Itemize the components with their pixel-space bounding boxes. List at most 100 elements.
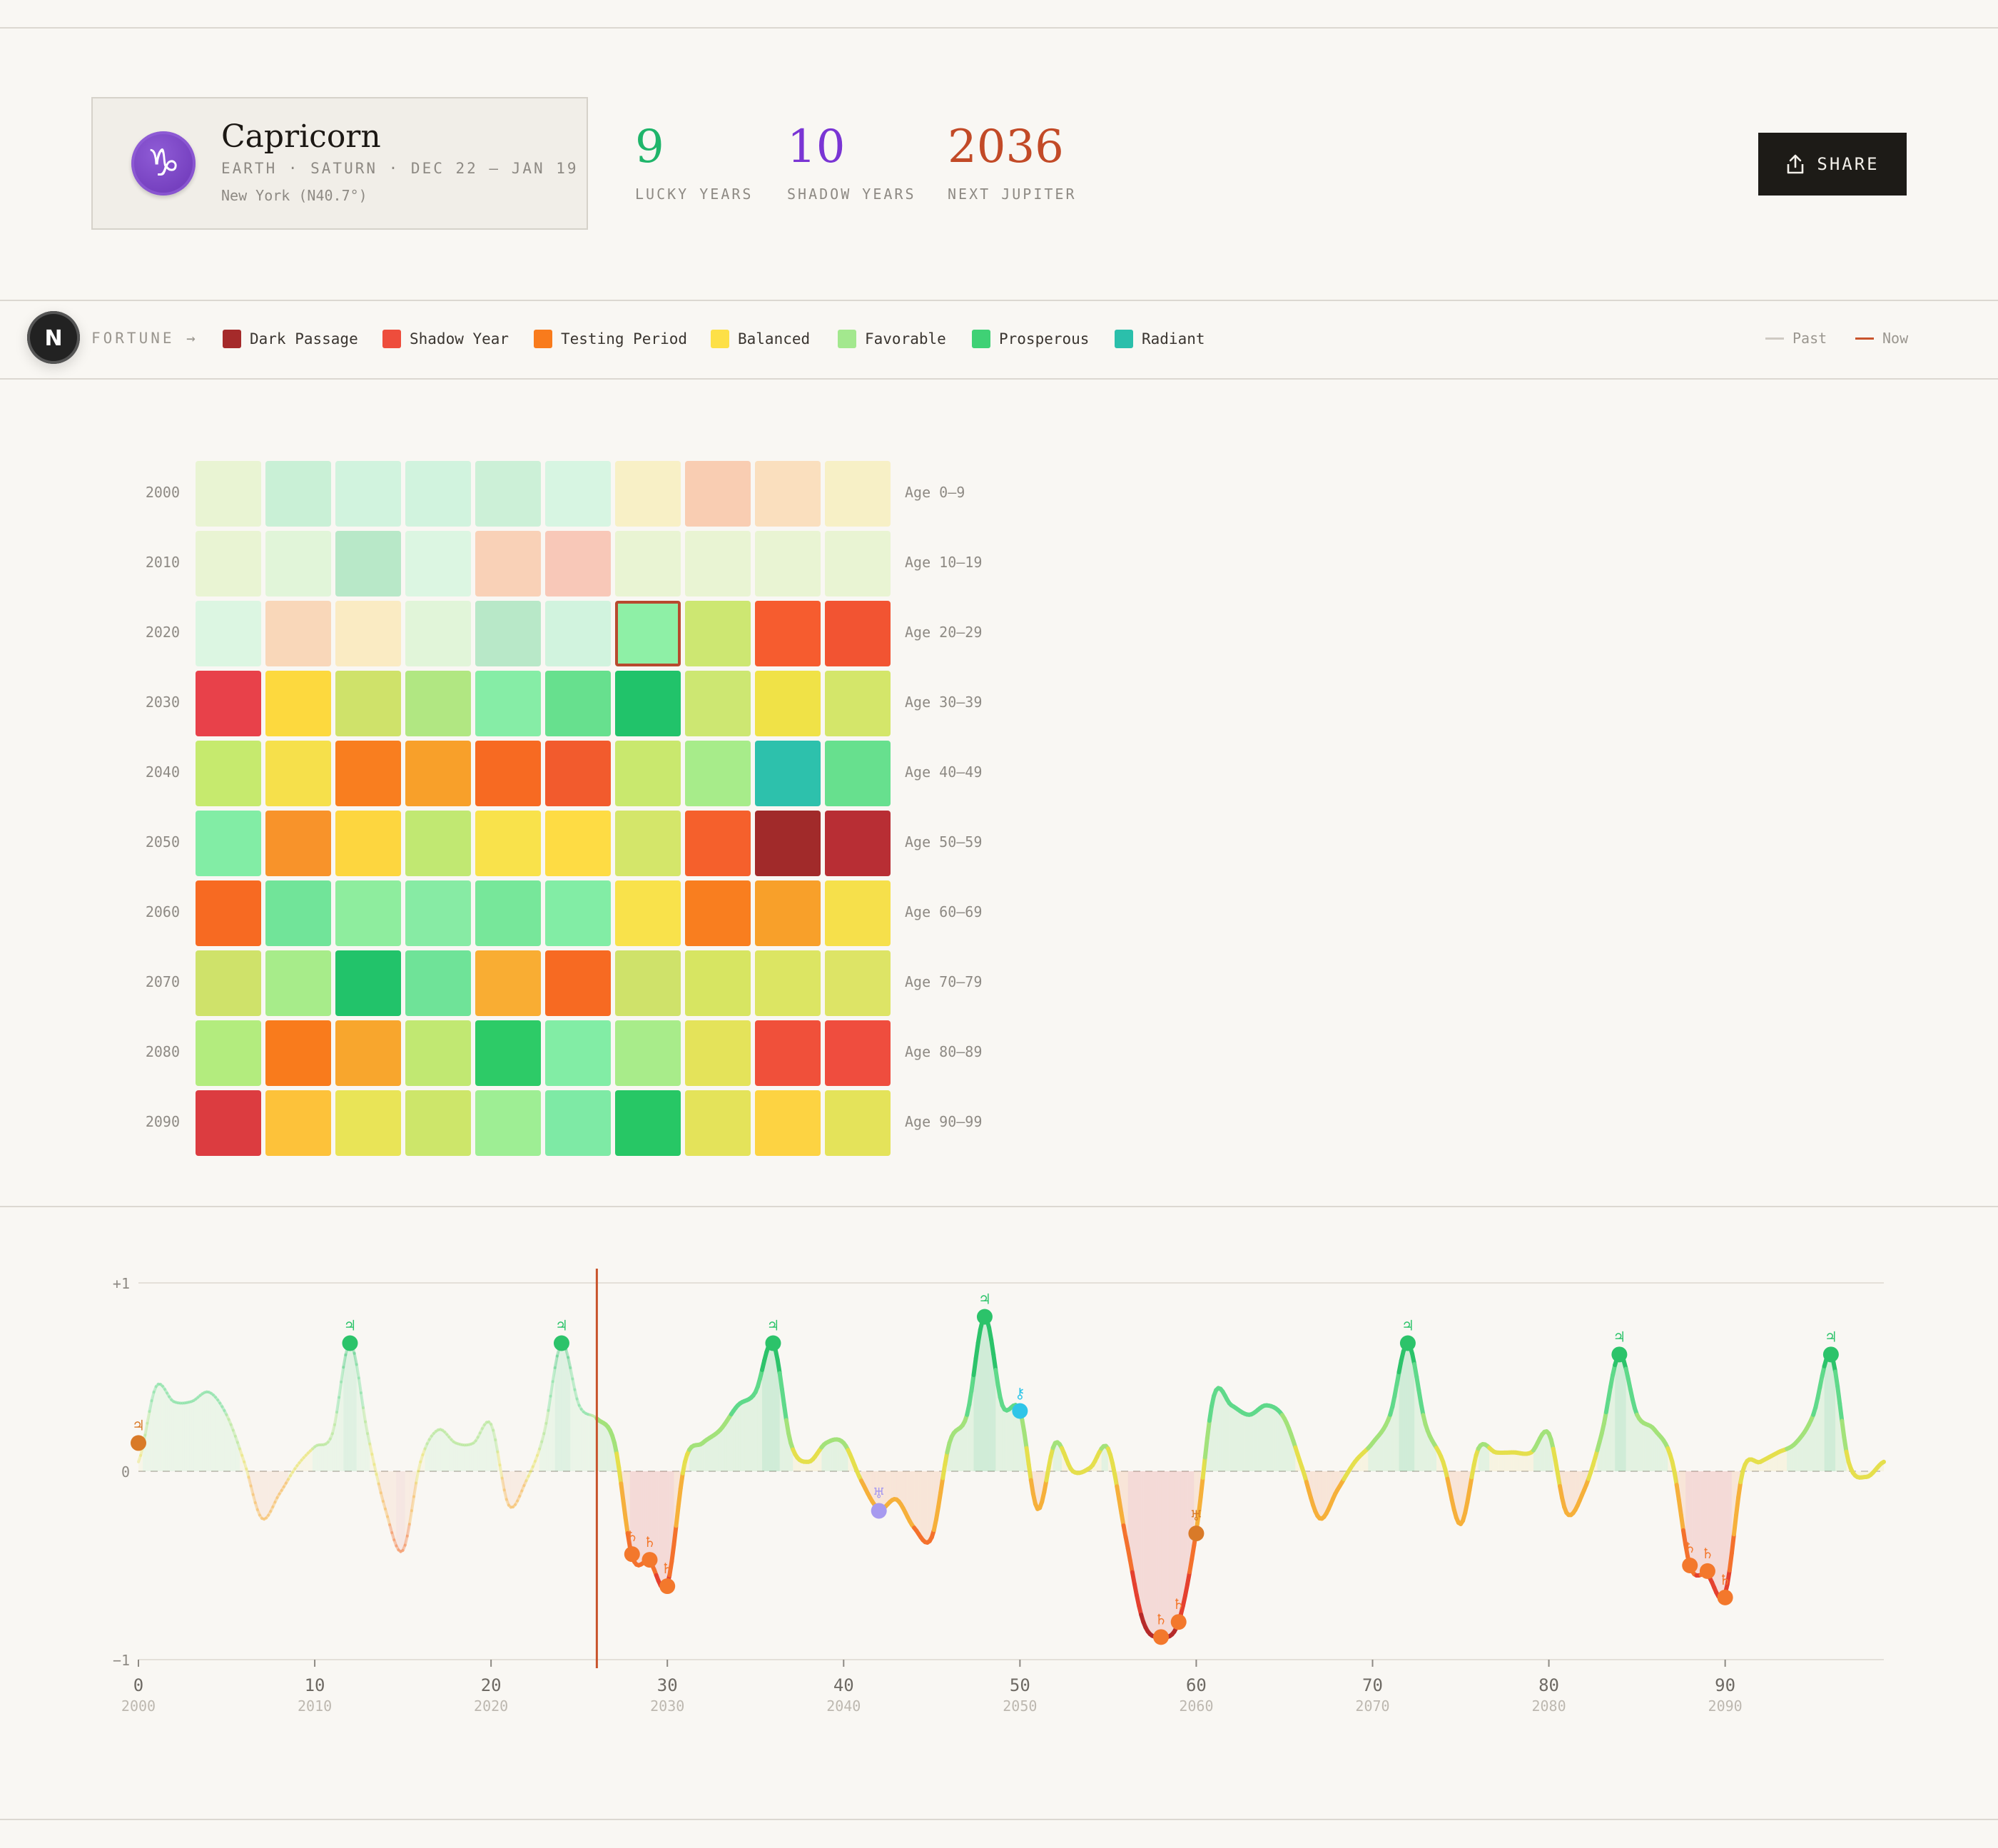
planet-marker[interactable]	[659, 1578, 676, 1595]
planet-marker[interactable]	[1399, 1335, 1416, 1351]
year-cell[interactable]	[825, 531, 891, 596]
year-cell[interactable]	[335, 950, 401, 1016]
year-cell[interactable]	[685, 1020, 751, 1086]
year-cell[interactable]	[755, 950, 821, 1016]
year-cell[interactable]	[335, 741, 401, 806]
year-cell[interactable]	[405, 741, 471, 806]
planet-marker[interactable]	[1170, 1614, 1187, 1630]
planet-marker[interactable]	[1822, 1346, 1839, 1363]
year-cell[interactable]	[335, 1090, 401, 1156]
year-cell[interactable]	[335, 671, 401, 736]
year-cell[interactable]	[335, 531, 401, 596]
year-cell[interactable]	[335, 461, 401, 527]
app-logo[interactable]: N	[27, 311, 80, 364]
year-cell[interactable]	[475, 671, 541, 736]
planet-marker[interactable]	[1153, 1629, 1170, 1645]
year-cell[interactable]	[545, 671, 611, 736]
year-cell[interactable]	[615, 741, 681, 806]
year-cell[interactable]	[265, 950, 331, 1016]
year-cell[interactable]	[475, 811, 541, 876]
year-cell[interactable]	[545, 1090, 611, 1156]
year-cell[interactable]	[196, 811, 261, 876]
year-cell[interactable]	[615, 1090, 681, 1156]
year-cell[interactable]	[265, 741, 331, 806]
planet-marker[interactable]	[342, 1335, 358, 1351]
year-cell[interactable]	[475, 741, 541, 806]
year-cell[interactable]	[196, 950, 261, 1016]
planet-marker[interactable]	[1012, 1403, 1028, 1419]
planet-marker[interactable]	[871, 1503, 887, 1519]
year-cell[interactable]	[475, 1090, 541, 1156]
year-cell[interactable]	[405, 1020, 471, 1086]
year-cell[interactable]	[265, 1020, 331, 1086]
year-cell[interactable]	[615, 880, 681, 946]
share-button[interactable]: SHARE	[1758, 133, 1907, 196]
year-cell[interactable]	[405, 531, 471, 596]
year-cell-current[interactable]	[615, 601, 681, 666]
year-cell[interactable]	[685, 1090, 751, 1156]
year-cell[interactable]	[475, 461, 541, 527]
year-cell[interactable]	[825, 671, 891, 736]
year-cell[interactable]	[335, 1020, 401, 1086]
year-cell[interactable]	[685, 880, 751, 946]
year-cell[interactable]	[685, 531, 751, 596]
year-cell[interactable]	[335, 880, 401, 946]
year-cell[interactable]	[685, 950, 751, 1016]
year-cell[interactable]	[196, 880, 261, 946]
year-cell[interactable]	[265, 1090, 331, 1156]
year-cell[interactable]	[685, 461, 751, 527]
year-cell[interactable]	[545, 461, 611, 527]
year-cell[interactable]	[405, 601, 471, 666]
planet-marker[interactable]	[131, 1435, 146, 1451]
planet-marker[interactable]	[624, 1546, 640, 1563]
year-cell[interactable]	[196, 461, 261, 527]
year-cell[interactable]	[475, 950, 541, 1016]
year-cell[interactable]	[755, 741, 821, 806]
year-cell[interactable]	[335, 601, 401, 666]
planet-marker[interactable]	[765, 1335, 781, 1351]
year-cell[interactable]	[825, 1090, 891, 1156]
year-cell[interactable]	[615, 811, 681, 876]
year-cell[interactable]	[545, 531, 611, 596]
year-cell[interactable]	[265, 811, 331, 876]
year-cell[interactable]	[755, 601, 821, 666]
year-cell[interactable]	[405, 671, 471, 736]
year-cell[interactable]	[265, 671, 331, 736]
year-cell[interactable]	[196, 1090, 261, 1156]
year-cell[interactable]	[545, 950, 611, 1016]
year-cell[interactable]	[405, 950, 471, 1016]
year-cell[interactable]	[755, 1020, 821, 1086]
year-cell[interactable]	[685, 811, 751, 876]
year-cell[interactable]	[475, 1020, 541, 1086]
year-cell[interactable]	[615, 531, 681, 596]
planet-marker[interactable]	[553, 1335, 569, 1351]
year-cell[interactable]	[755, 811, 821, 876]
year-cell[interactable]	[545, 601, 611, 666]
year-cell[interactable]	[405, 461, 471, 527]
planet-marker[interactable]	[1611, 1346, 1628, 1363]
year-cell[interactable]	[825, 1020, 891, 1086]
year-cell[interactable]	[755, 1090, 821, 1156]
year-cell[interactable]	[825, 461, 891, 527]
year-cell[interactable]	[825, 601, 891, 666]
year-cell[interactable]	[196, 741, 261, 806]
year-cell[interactable]	[196, 601, 261, 666]
year-cell[interactable]	[825, 880, 891, 946]
year-cell[interactable]	[825, 811, 891, 876]
year-cell[interactable]	[545, 811, 611, 876]
planet-marker[interactable]	[1682, 1558, 1698, 1573]
year-cell[interactable]	[405, 1090, 471, 1156]
year-cell[interactable]	[196, 1020, 261, 1086]
year-cell[interactable]	[755, 461, 821, 527]
year-cell[interactable]	[335, 811, 401, 876]
planet-marker[interactable]	[1188, 1525, 1205, 1542]
year-cell[interactable]	[405, 880, 471, 946]
year-cell[interactable]	[475, 880, 541, 946]
year-cell[interactable]	[405, 811, 471, 876]
year-cell[interactable]	[615, 461, 681, 527]
year-cell[interactable]	[755, 671, 821, 736]
year-cell[interactable]	[615, 1020, 681, 1086]
planet-marker[interactable]	[642, 1552, 658, 1568]
year-cell[interactable]	[825, 741, 891, 806]
year-cell[interactable]	[265, 601, 331, 666]
